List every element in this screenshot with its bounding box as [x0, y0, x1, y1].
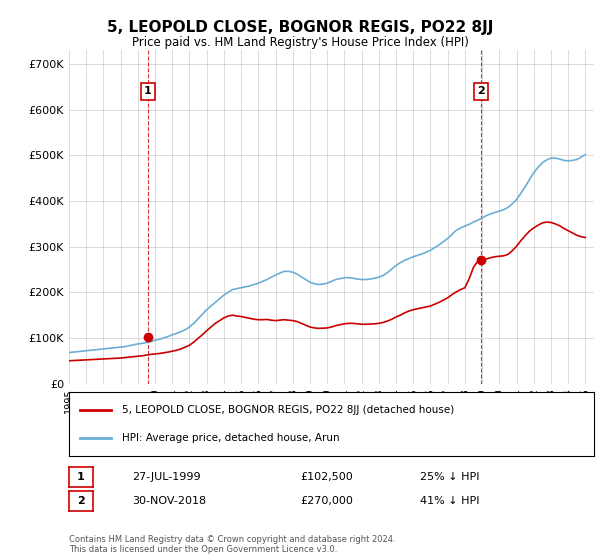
Text: 25% ↓ HPI: 25% ↓ HPI	[420, 472, 479, 482]
Text: Price paid vs. HM Land Registry's House Price Index (HPI): Price paid vs. HM Land Registry's House …	[131, 36, 469, 49]
Text: 41% ↓ HPI: 41% ↓ HPI	[420, 496, 479, 506]
Text: 1: 1	[77, 472, 85, 482]
Text: 5, LEOPOLD CLOSE, BOGNOR REGIS, PO22 8JJ: 5, LEOPOLD CLOSE, BOGNOR REGIS, PO22 8JJ	[107, 20, 493, 35]
Text: 2: 2	[477, 86, 485, 96]
Text: 1: 1	[144, 86, 152, 96]
Text: 2: 2	[77, 496, 85, 506]
Text: Contains HM Land Registry data © Crown copyright and database right 2024.
This d: Contains HM Land Registry data © Crown c…	[69, 535, 395, 554]
Text: 27-JUL-1999: 27-JUL-1999	[132, 472, 200, 482]
Text: 30-NOV-2018: 30-NOV-2018	[132, 496, 206, 506]
Text: 5, LEOPOLD CLOSE, BOGNOR REGIS, PO22 8JJ (detached house): 5, LEOPOLD CLOSE, BOGNOR REGIS, PO22 8JJ…	[121, 405, 454, 415]
Text: HPI: Average price, detached house, Arun: HPI: Average price, detached house, Arun	[121, 433, 339, 444]
Text: £270,000: £270,000	[300, 496, 353, 506]
Text: £102,500: £102,500	[300, 472, 353, 482]
